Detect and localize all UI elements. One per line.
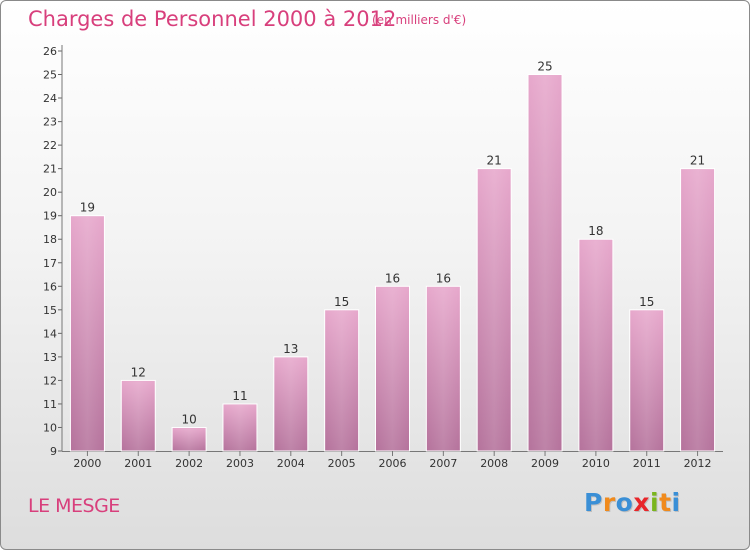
- logo-letter: i: [650, 488, 660, 517]
- y-tick-label: 16: [43, 280, 57, 293]
- bar-highlight: [325, 310, 358, 451]
- bar-highlight: [122, 381, 155, 451]
- y-tick-label: 25: [43, 69, 57, 82]
- x-tick-label: 2004: [277, 457, 305, 470]
- y-tick-label: 14: [43, 327, 57, 340]
- data-label: 11: [232, 389, 247, 403]
- logo-letter: x: [633, 488, 650, 517]
- place-name: LE MESGE: [28, 495, 120, 517]
- x-tick-label: 2008: [480, 457, 508, 470]
- data-label: 18: [588, 224, 603, 238]
- logo-letter: P: [584, 488, 603, 517]
- x-tick-label: 2011: [633, 457, 661, 470]
- y-tick-label: 13: [43, 351, 57, 364]
- data-label: 21: [487, 154, 502, 168]
- bar-highlight: [681, 169, 714, 451]
- logo-letter: t: [659, 488, 672, 517]
- data-label: 16: [436, 271, 451, 285]
- data-label: 15: [639, 295, 654, 309]
- bar-highlight: [579, 240, 612, 451]
- y-tick-label: 15: [43, 304, 57, 317]
- y-tick-label: 11: [43, 398, 57, 411]
- x-tick-label: 2006: [379, 457, 407, 470]
- logo-letter: r: [602, 488, 616, 517]
- x-tick-label: 2012: [684, 457, 712, 470]
- data-label: 15: [334, 295, 349, 309]
- data-label: 13: [283, 342, 298, 356]
- bar-highlight: [376, 287, 409, 451]
- data-label: 25: [537, 60, 552, 74]
- y-tick-label: 20: [43, 186, 57, 199]
- y-tick-label: 23: [43, 116, 57, 129]
- x-tick-label: 2010: [582, 457, 610, 470]
- bar-highlight: [223, 404, 256, 451]
- x-tick-label: 2000: [73, 457, 101, 470]
- bar-highlight: [529, 75, 562, 451]
- data-label: 10: [181, 412, 196, 426]
- proxiti-logo[interactable]: Proxiti: [584, 488, 681, 517]
- logo-letter: i: [671, 488, 681, 517]
- y-tick-label: 22: [43, 139, 57, 152]
- y-tick-label: 12: [43, 374, 57, 387]
- x-tick-label: 2003: [226, 457, 254, 470]
- y-tick-label: 9: [50, 445, 57, 458]
- data-label: 12: [131, 365, 146, 379]
- y-tick-label: 19: [43, 210, 57, 223]
- chart-title: Charges de Personnel 2000 à 2012: [28, 7, 397, 31]
- bar-highlight: [478, 169, 511, 451]
- bar-highlight: [71, 216, 104, 451]
- x-tick-label: 2007: [429, 457, 457, 470]
- x-tick-label: 2005: [328, 457, 356, 470]
- y-tick-label: 24: [43, 92, 57, 105]
- y-tick-label: 18: [43, 233, 57, 246]
- bar-highlight: [173, 428, 206, 451]
- x-tick-label: 2001: [124, 457, 152, 470]
- x-tick-label: 2002: [175, 457, 203, 470]
- unit-label: (en milliers d'€): [372, 13, 467, 27]
- data-label: 19: [80, 201, 95, 215]
- y-tick-label: 26: [43, 45, 57, 58]
- bar-highlight: [630, 310, 663, 451]
- bar-highlight: [427, 287, 460, 451]
- x-tick-label: 2009: [531, 457, 559, 470]
- data-label: 21: [690, 154, 705, 168]
- bar-highlight: [274, 357, 307, 451]
- y-tick-label: 21: [43, 163, 57, 176]
- y-tick-label: 17: [43, 257, 57, 270]
- logo-letter: o: [615, 488, 634, 517]
- data-label: 16: [385, 271, 400, 285]
- y-tick-label: 10: [43, 421, 57, 434]
